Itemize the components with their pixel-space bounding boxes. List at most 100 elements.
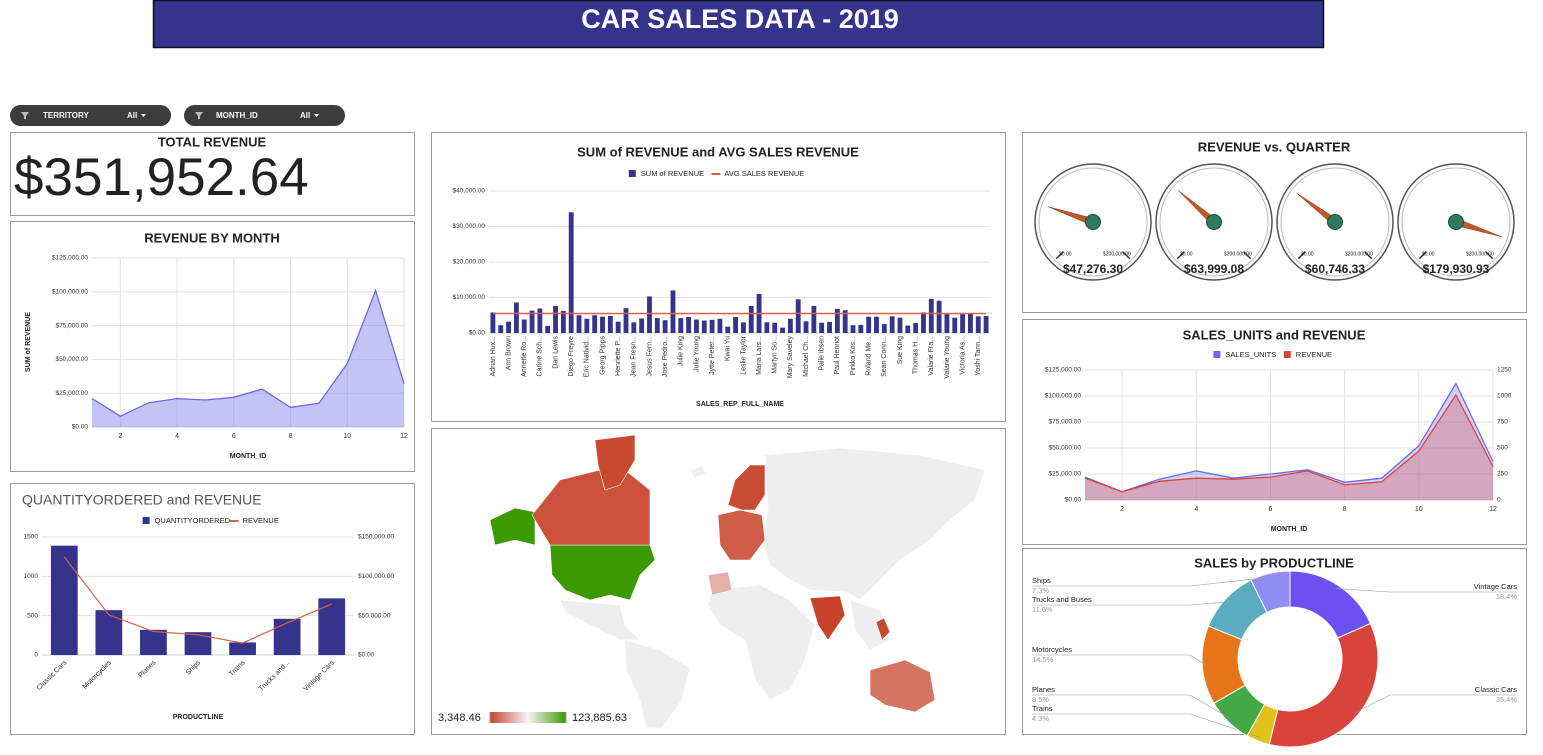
bar (600, 316, 605, 333)
bar (607, 315, 613, 333)
y2-tick-label: 750 (1497, 419, 1508, 426)
chart-title: SUM of REVENUE and AVG SALES REVENUE (577, 144, 859, 159)
pie-slice (1250, 570, 1291, 614)
x-axis-label: MONTH_ID (230, 453, 267, 460)
filter-icon (195, 112, 203, 119)
line (1084, 393, 1494, 493)
gauge-hub (1085, 214, 1101, 230)
bar (921, 312, 926, 333)
bar (623, 308, 629, 333)
line (1084, 382, 1494, 493)
legend-label: REVENUE (243, 516, 279, 525)
x-tick-label: Annette Ro... (521, 336, 528, 377)
bar (803, 321, 809, 333)
land (624, 639, 691, 729)
slice-label: Vintage Cars (1474, 582, 1517, 591)
x-tick-label: Valarie Fra... (928, 336, 935, 376)
bar (490, 312, 496, 333)
scorecard-value: $351,952.64 (14, 148, 309, 207)
gauge-value-label: $60,746.33 (1305, 262, 1365, 276)
bar (95, 610, 123, 655)
bar (694, 319, 699, 333)
bar (858, 324, 864, 333)
bar (521, 319, 527, 333)
region (489, 507, 536, 546)
x-tick-label: Sean Conn... (881, 336, 888, 377)
bar (897, 317, 903, 333)
slice-label: Ships (1032, 576, 1051, 585)
bar (654, 318, 660, 333)
x-tick-label: Henriette P... (615, 336, 622, 376)
bar (936, 300, 942, 333)
x-tick-label: Martyn So... (772, 336, 779, 374)
x-tick-label: 8 (289, 433, 293, 440)
y2-tick-label: 250 (1497, 471, 1508, 478)
bar (968, 313, 973, 333)
slice-label: Classic Cars (1475, 685, 1517, 694)
y2-tick-label: 1250 (1497, 367, 1512, 374)
y-tick-label: $0.00 (1065, 497, 1082, 504)
bar (545, 325, 551, 333)
gauge-min-label: $0.00 (1180, 251, 1193, 257)
bar (584, 318, 590, 333)
bar (913, 323, 919, 333)
filter-icon (21, 112, 29, 119)
legend-label: QUANTITYORDERED (155, 516, 231, 525)
slice-value-label: 7.3% (1032, 586, 1049, 595)
x-tick-label: Jesus Fern... (646, 336, 653, 377)
x-tick-label: Carine Sch... (537, 336, 544, 377)
legend-swatch (142, 517, 150, 524)
x-tick-label: 6 (1269, 506, 1273, 513)
gauge-tick (1243, 251, 1252, 260)
dropdown-arrow (314, 114, 319, 117)
y-tick-label: $75,000.00 (1048, 419, 1081, 426)
y-tick-label: $0.00 (469, 330, 486, 337)
leader-line (1032, 576, 1271, 587)
x-axis-label: SALES_REP_FULL_NAME (696, 401, 784, 408)
bar (764, 322, 770, 333)
y-tick-label: $25,000.00 (55, 390, 88, 397)
legend-label: AVG SALES REVENUE (724, 169, 804, 178)
filter-chip[interactable] (184, 105, 345, 126)
y2-tick-label: 0 (1497, 497, 1501, 504)
filter-value: All (127, 111, 137, 120)
land (689, 465, 707, 479)
leader-line (1032, 713, 1260, 738)
x-tick-label: Julie King (678, 336, 685, 366)
x-tick-label: Mary Saveley (787, 336, 794, 379)
gauge-value-label: $179,930.93 (1423, 262, 1490, 276)
x-tick-label: Adrian Hux... (490, 336, 497, 377)
line (91, 288, 405, 417)
chart-title: REVENUE vs. QUARTER (1198, 139, 1351, 154)
bar (725, 326, 731, 333)
gauge-max-label: $200,000.00 (1466, 251, 1494, 257)
bar (834, 308, 840, 333)
slice-value-label: 18.4% (1496, 592, 1518, 601)
filter-chip[interactable] (10, 105, 171, 126)
bar (866, 316, 872, 333)
bar (709, 319, 715, 333)
slice-value-label: 11.6% (1032, 605, 1053, 614)
bar (881, 324, 887, 333)
bar (615, 321, 621, 333)
gauge-max-label: $200,000.00 (1224, 251, 1252, 257)
x-tick-label: Victoria As... (959, 336, 966, 375)
slice-label: Trains (1032, 704, 1053, 713)
world-land (559, 447, 986, 729)
bar (772, 322, 778, 333)
slice-label: Motorcycles (1032, 645, 1072, 654)
chart-title: REVENUE BY MONTH (144, 230, 280, 245)
y-tick-label: $0.00 (72, 424, 89, 431)
y-tick-label: $100,000.00 (52, 289, 89, 296)
x-tick-label: Roland Me... (866, 336, 873, 376)
y-tick-label: 500 (27, 612, 38, 619)
bar (928, 298, 934, 333)
scorecard-panel (10, 132, 415, 216)
bar (850, 325, 856, 333)
legend-label: SUM of REVENUE (641, 169, 704, 178)
x-tick-label: Diego Freyre (568, 336, 575, 377)
x-tick-label: Dan Lewis (552, 336, 559, 369)
bar (787, 318, 793, 333)
bar (592, 315, 598, 333)
legend-swatch (1213, 351, 1221, 358)
